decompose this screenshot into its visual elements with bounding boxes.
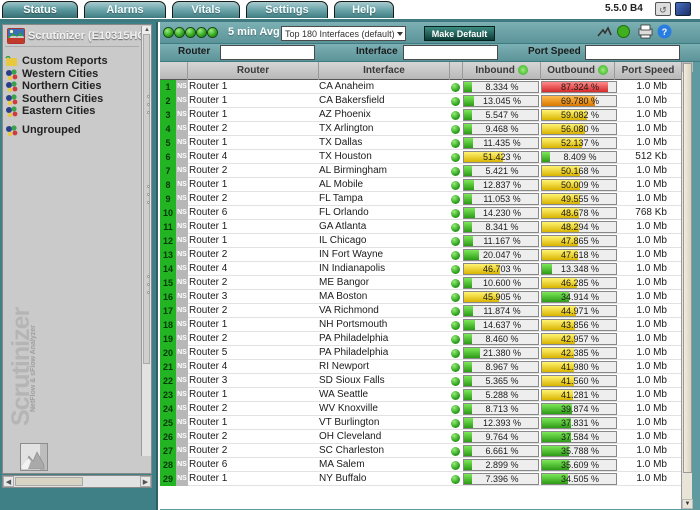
svg-text:?: ? xyxy=(662,27,668,37)
